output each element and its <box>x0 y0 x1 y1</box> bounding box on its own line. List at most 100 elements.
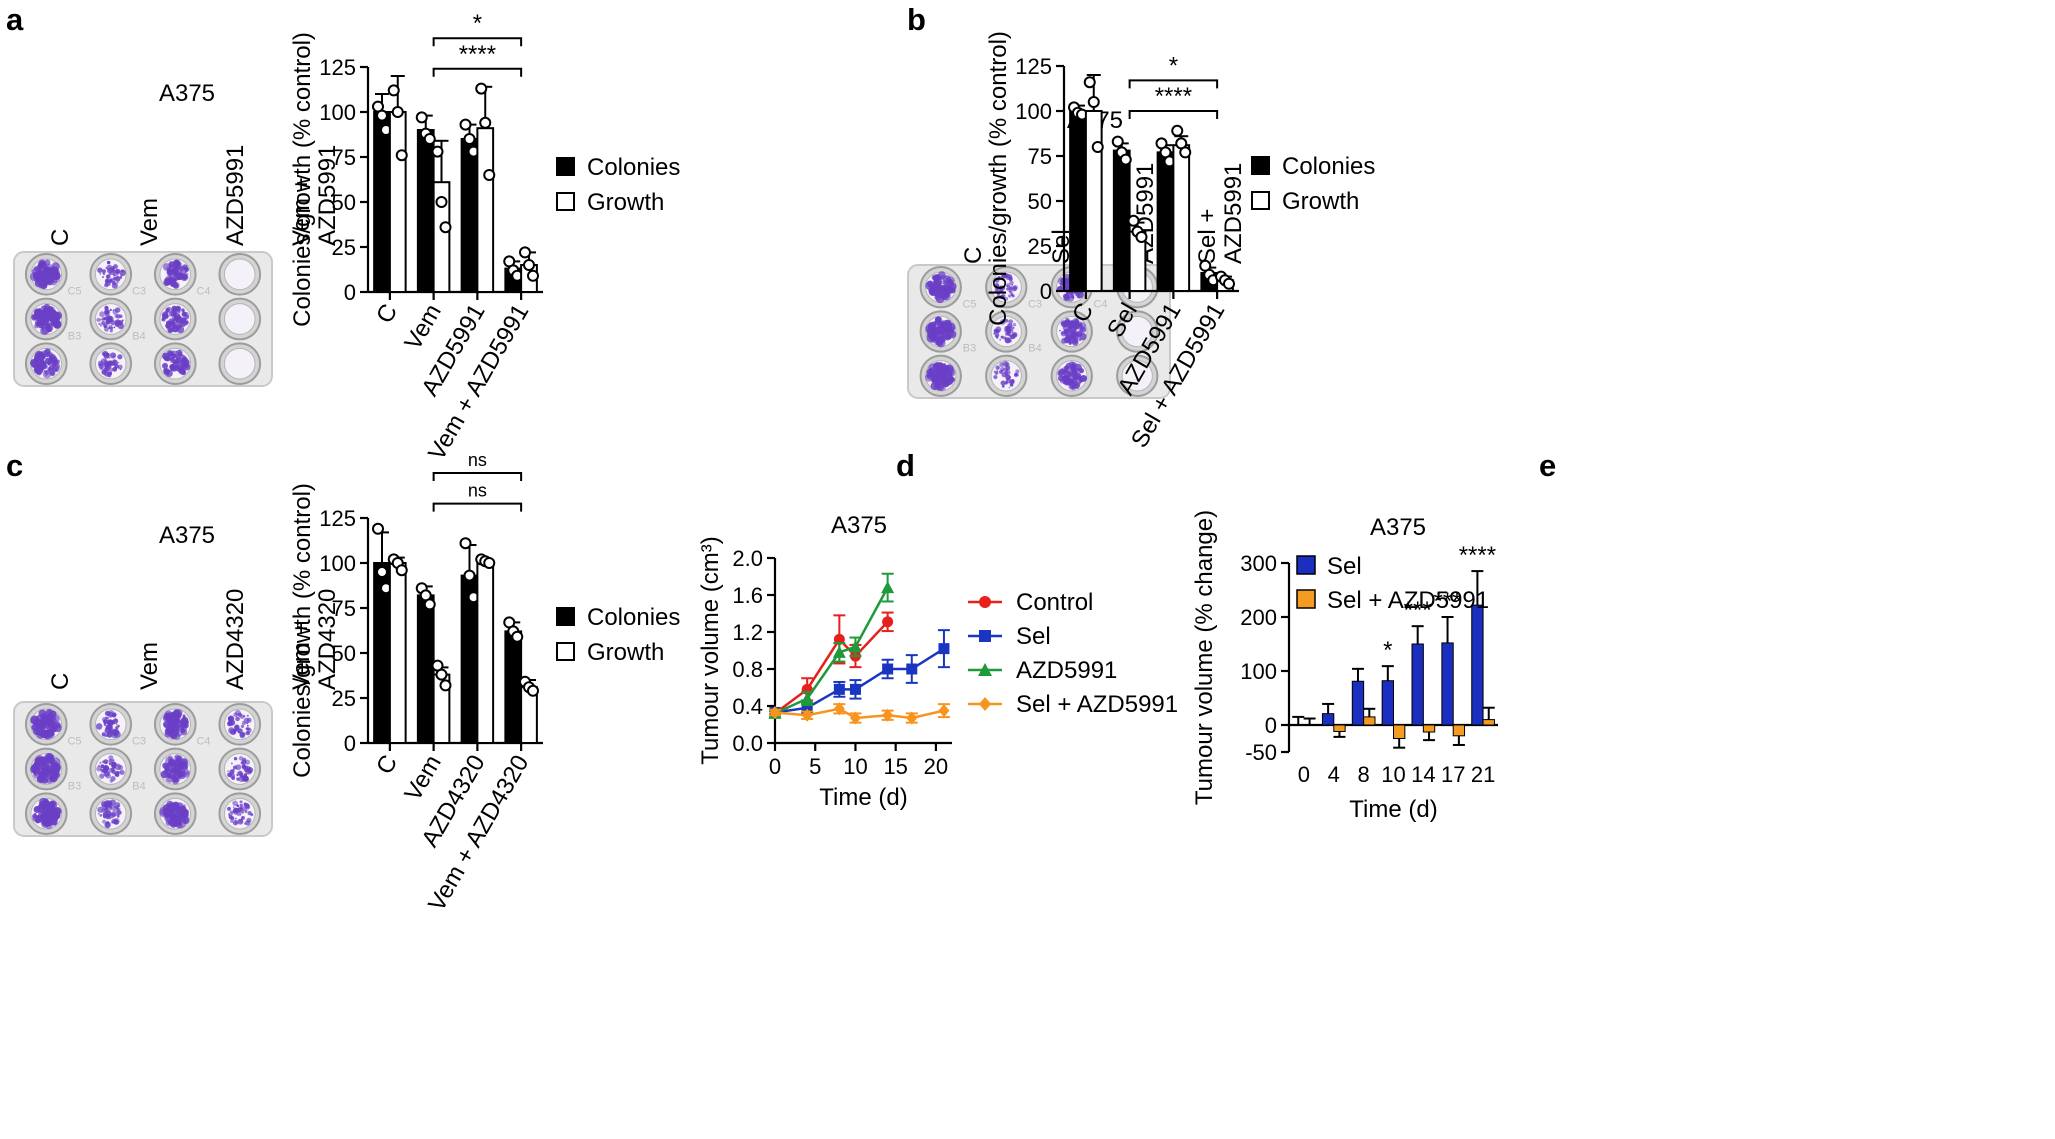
colony <box>235 809 239 813</box>
colony <box>1001 384 1005 388</box>
colony <box>115 723 118 726</box>
data-point <box>483 169 496 181</box>
colony <box>240 724 245 729</box>
colony <box>105 278 110 283</box>
y-tick-label: 0.4 <box>732 694 763 719</box>
colony <box>44 372 49 376</box>
colony <box>112 309 115 312</box>
panel-letter-a: a <box>6 2 24 37</box>
colony <box>931 293 934 296</box>
bar <box>388 562 407 744</box>
colony <box>994 277 1000 283</box>
marker-triangle <box>881 581 895 594</box>
colony <box>943 321 950 328</box>
marker-square <box>833 683 845 695</box>
panel-letter-e: e <box>1539 448 1556 483</box>
legend-label: Colonies <box>587 604 680 631</box>
colony <box>102 760 105 764</box>
colony <box>163 368 170 375</box>
data-point <box>459 118 472 131</box>
colony <box>999 319 1006 325</box>
colony <box>938 323 941 325</box>
colony <box>105 821 110 825</box>
colony <box>169 356 175 362</box>
colony <box>239 714 245 719</box>
plate-well <box>1121 315 1153 348</box>
marker-diamond <box>882 708 894 722</box>
colony <box>182 714 186 718</box>
colony <box>39 272 44 277</box>
colony <box>35 719 40 723</box>
colony <box>172 776 179 783</box>
significance-bracket <box>432 37 523 47</box>
data-point <box>1179 146 1192 159</box>
data-point <box>372 522 384 535</box>
legend-label: Colonies <box>587 154 680 181</box>
colony <box>95 723 103 730</box>
colony <box>1063 365 1070 371</box>
colony <box>1008 319 1014 325</box>
colony <box>111 821 114 824</box>
colony <box>233 756 238 761</box>
colony <box>175 364 180 369</box>
colony <box>105 274 111 280</box>
colony <box>232 819 239 826</box>
colony <box>107 731 113 738</box>
legend-label: Growth <box>587 189 664 216</box>
marker-diamond <box>979 697 991 711</box>
colony <box>47 271 51 276</box>
significance-label: *** <box>1434 588 1462 615</box>
colony <box>115 726 119 730</box>
colony <box>176 355 182 361</box>
y-tick-label: 100 <box>1015 99 1052 124</box>
data-point <box>387 84 400 97</box>
plate-well <box>1121 360 1153 392</box>
colony <box>48 326 51 330</box>
colony <box>175 350 178 353</box>
colony <box>98 363 102 366</box>
y-axis-label: Colonies/growth (% control) <box>985 31 1012 326</box>
colony <box>175 266 180 271</box>
plate-well-mark: B4 <box>132 330 145 342</box>
colony <box>1068 338 1075 344</box>
colony <box>246 714 249 717</box>
colony <box>182 264 188 270</box>
x-tick-label: 14 <box>1411 762 1435 787</box>
colony <box>940 323 943 325</box>
data-point <box>1223 277 1235 290</box>
colony <box>102 276 105 279</box>
colony <box>105 353 110 358</box>
colony <box>48 352 54 357</box>
marker-diamond <box>769 705 781 719</box>
colony <box>1004 333 1008 336</box>
colony <box>1074 383 1078 387</box>
colony <box>941 275 945 278</box>
x-tick-label: 17 <box>1441 762 1465 787</box>
colony <box>114 363 119 368</box>
colony <box>52 820 57 826</box>
colony <box>1004 327 1010 334</box>
colony <box>168 350 174 357</box>
legend-swatch <box>556 607 575 626</box>
plate-well-mark: B4 <box>132 780 145 792</box>
colony <box>103 316 108 321</box>
colony <box>178 772 186 780</box>
colony <box>52 316 60 325</box>
colony <box>165 323 171 329</box>
colony <box>239 773 244 779</box>
colony <box>111 269 114 272</box>
colony <box>110 767 115 772</box>
colony <box>176 349 183 356</box>
colony <box>119 769 125 775</box>
legend-label: Sel + AZD5991 <box>1327 587 1489 614</box>
data-point <box>1083 76 1096 89</box>
colony <box>941 335 944 338</box>
plate-label: AZD5991 <box>222 145 249 246</box>
plate-image-a: C5 C3 C4 B3 B4 <box>13 251 273 387</box>
colony <box>112 759 115 762</box>
colony <box>181 311 187 317</box>
colony <box>1071 296 1075 299</box>
marker-diamond <box>801 708 813 722</box>
colony <box>34 309 41 316</box>
colony <box>102 819 107 824</box>
